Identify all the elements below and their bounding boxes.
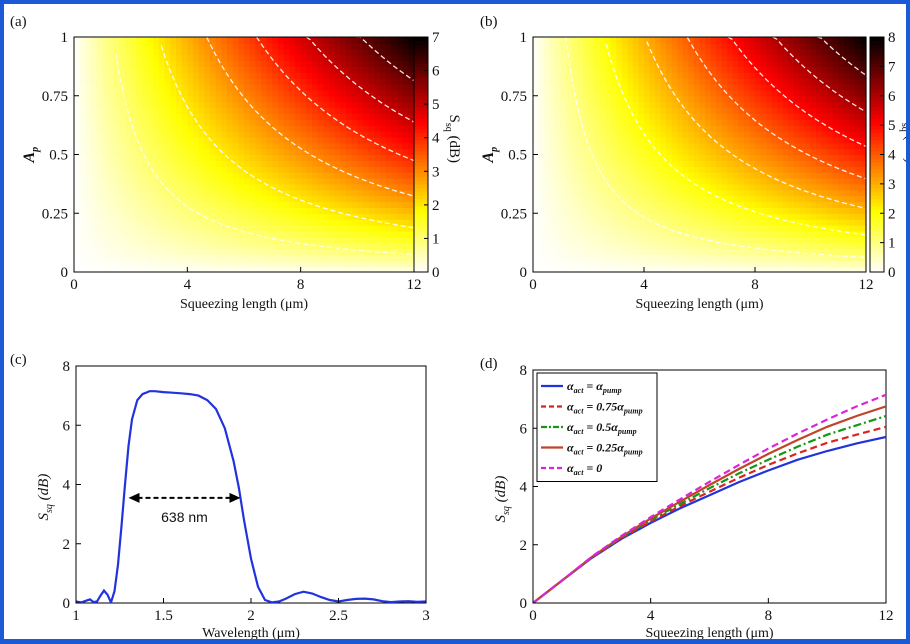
y-tick-label: 0.5 <box>49 148 68 164</box>
colorbar: 0 1 2 3 4 5 6 7 Ssq (dB) <box>414 30 462 281</box>
line-panel-c: 1 1.5 2 2.5 3 0 2 4 6 8 Wavelength (μm) Ssq (dB) (c)… <box>10 352 430 639</box>
x-tick-label: 4 <box>647 608 655 624</box>
colorbar-tick-label: 3 <box>888 177 896 193</box>
heatmap-cells <box>74 37 415 273</box>
x-tick-label: 0 <box>529 277 537 293</box>
x-axis-label: Squeezing length (μm) <box>180 297 308 312</box>
x-tick-label: 1 <box>72 608 80 624</box>
colorbar-tick-label: 6 <box>888 89 896 105</box>
y-tick-label: 6 <box>63 418 71 434</box>
y-tick-label: 8 <box>63 359 71 375</box>
panel-label: (a) <box>10 14 27 30</box>
x-tick-label: 2.5 <box>329 608 348 624</box>
y-tick-label: 6 <box>520 421 528 437</box>
x-axis-label: Squeezing length (μm) <box>645 626 773 639</box>
line-panel-d: 0 4 8 12 0 2 4 6 8 Squeezing length (μm) Ssq (dB) (… <box>480 356 894 639</box>
y-tick-label: 0.75 <box>42 89 68 105</box>
colorbar-tick-label: 7 <box>888 59 896 75</box>
colorbar-tick-label: 0 <box>432 265 440 281</box>
y-tick-label: 4 <box>520 480 528 496</box>
colorbar-tick-label: 2 <box>888 206 896 222</box>
bandwidth-label: 638 nm <box>161 509 208 525</box>
x-tick-label: 3 <box>422 608 430 624</box>
y-tick-label: 0 <box>61 265 69 281</box>
colorbar-tick-label: 7 <box>432 30 440 46</box>
y-tick-label: 0 <box>520 596 528 612</box>
x-tick-label: 1.5 <box>154 608 173 624</box>
colorbar-tick-label: 3 <box>432 164 440 180</box>
x-tick-label: 12 <box>407 277 422 293</box>
legend-entry-5: αact = 0 <box>567 461 602 477</box>
colorbar-label: Ssq (dB) <box>899 115 906 164</box>
y-tick-label: 0.5 <box>508 148 527 164</box>
colorbar-tick-label: 8 <box>888 30 896 46</box>
y-tick-label: 1 <box>61 30 69 46</box>
colorbar-tick-label: 2 <box>432 198 440 214</box>
colorbar-tick-label: 5 <box>888 118 896 134</box>
colorbar-tick-label: 0 <box>888 265 896 281</box>
axes-box <box>76 366 426 603</box>
y-tick-label: 0.25 <box>42 206 68 222</box>
y-axis-label: Ap <box>21 147 41 164</box>
y-tick-label: 1 <box>520 30 528 46</box>
colorbar-tick-label: 4 <box>888 148 896 164</box>
y-tick-label: 0.25 <box>501 206 527 222</box>
colorbar-tick-label: 1 <box>888 236 896 252</box>
colorbar-tick-label: 6 <box>432 64 440 80</box>
y-tick-label: 4 <box>63 478 71 494</box>
x-tick-label: 0 <box>529 608 537 624</box>
x-tick-label: 4 <box>184 277 192 293</box>
colorbar-tick-label: 1 <box>432 231 440 247</box>
x-axis-label: Wavelength (μm) <box>202 626 300 639</box>
colorbar-tick-label: 5 <box>432 97 440 113</box>
y-tick-label: 0 <box>520 265 528 281</box>
y-axis-label: Ssq (dB) <box>36 474 55 521</box>
x-tick-label: 8 <box>765 608 773 624</box>
panel-label: (d) <box>480 356 498 372</box>
x-tick-label: 2 <box>247 608 255 624</box>
y-tick-label: 0.75 <box>501 89 527 105</box>
x-tick-label: 8 <box>297 277 305 293</box>
y-tick-label: 8 <box>520 363 528 379</box>
x-tick-label: 12 <box>879 608 894 624</box>
y-tick-label: 2 <box>520 538 528 554</box>
colorbar: 0 1 2 3 4 5 6 7 8 Ssq (dB) <box>870 30 906 281</box>
heatmap-cells <box>533 37 867 273</box>
x-axis-label: Squeezing length (μm) <box>635 297 763 312</box>
panel-label: (b) <box>480 14 498 30</box>
colorbar-label: Ssq (dB) <box>443 115 462 164</box>
x-tick-label: 12 <box>859 277 874 293</box>
x-tick-label: 4 <box>640 277 648 293</box>
y-tick-label: 0 <box>63 596 71 612</box>
y-tick-label: 2 <box>63 537 71 553</box>
y-axis-label: Ssq (dB) <box>493 476 512 523</box>
x-tick-label: 0 <box>70 277 78 293</box>
colorbar-tick-label: 4 <box>432 131 440 147</box>
x-tick-label: 8 <box>751 277 759 293</box>
panel-label: (c) <box>10 352 27 368</box>
y-axis-label: Ap <box>480 147 500 164</box>
